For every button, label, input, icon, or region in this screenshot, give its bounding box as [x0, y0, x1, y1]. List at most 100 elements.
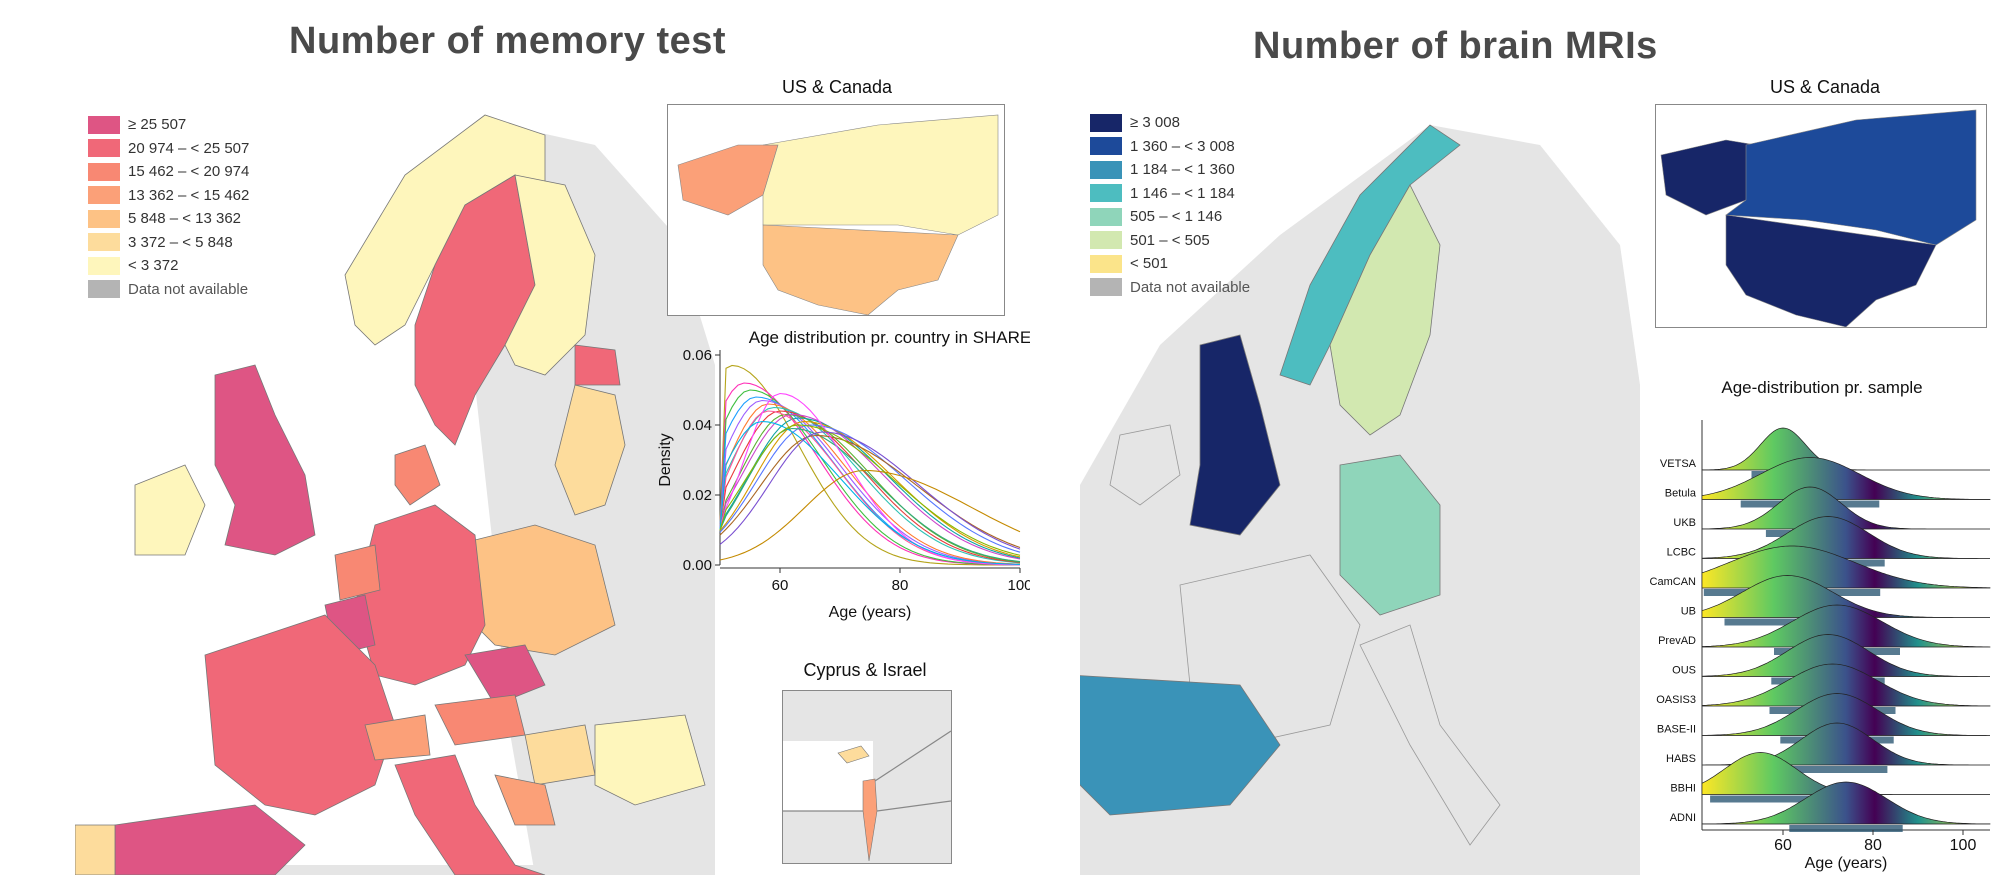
x-tick-label: 60: [772, 577, 789, 594]
region-italy: [394, 754, 546, 875]
ridge-jitter-points: [1710, 795, 1811, 803]
density-series-line: [719, 424, 1021, 553]
region-netherlands: [334, 544, 381, 601]
mri-inset-us-canada: [1655, 104, 1987, 328]
density-series-line: [719, 413, 1021, 560]
density-series-line: [719, 364, 1020, 566]
ridge-x-tick-label: 80: [1864, 837, 1882, 854]
ridge-category-label: OASIS3: [1656, 694, 1696, 706]
memory-europe-map: [75, 114, 715, 875]
memory-legend-swatch: [88, 256, 120, 275]
ridge-density-area: [1701, 604, 1991, 648]
mri-legend-label: 1 146 – < 1 184: [1130, 184, 1235, 202]
inset-canada: [762, 114, 999, 236]
mri-legend-label: Data not available: [1130, 278, 1251, 296]
mri-legend-swatch: [1090, 231, 1122, 250]
region-czechia: [464, 644, 546, 706]
memory-legend-swatch: [88, 162, 120, 181]
memory-legend-item: Data not available: [88, 278, 249, 302]
inset-usa: [762, 224, 959, 315]
inset-borders: [783, 730, 951, 812]
density-series-line: [719, 434, 1021, 549]
region-croatia: [494, 774, 556, 826]
ridge-chart-title: Age-distribution pr. sample: [1721, 378, 1922, 397]
memory-legend-label: Data not available: [128, 280, 249, 298]
mri-legend-item: Data not available: [1090, 276, 1250, 300]
memory-legend: ≥ 25 507 20 974 – < 25 507 15 462 – < 20 9…: [88, 113, 249, 301]
region-finland: [504, 174, 596, 376]
mri-legend-item: 1 360 – < 3 008: [1090, 135, 1250, 159]
mri-legend: ≥ 3 008 1 360 – < 3 008 1 184 – < 1 360 1 1…: [1090, 111, 1250, 299]
ridge-category-label: HABS: [1666, 753, 1696, 765]
density-series-line: [719, 431, 1021, 550]
ridge-category-label: LCBC: [1667, 547, 1696, 559]
cyprus-israel-inset: [782, 690, 952, 864]
y-tick-label: 0.04: [683, 417, 712, 434]
memory-legend-swatch: [88, 233, 120, 252]
region-spain: [114, 804, 306, 875]
memory-legend-swatch: [88, 280, 120, 299]
mri-region-ireland: [1109, 424, 1181, 506]
region-switzerland: [364, 714, 431, 761]
y-tick-label: 0.06: [683, 347, 712, 364]
memory-legend-swatch: [88, 115, 120, 134]
mri-legend-swatch: [1090, 137, 1122, 156]
cyprus-israel-title: Cyprus & Israel: [803, 660, 927, 680]
density-series-line: [719, 417, 1021, 559]
mri-region-italy: [1359, 624, 1501, 846]
density-series-line: [719, 424, 1021, 556]
mri-legend-item: ≥ 3 008: [1090, 111, 1250, 135]
ridge-density-area: [1701, 575, 1990, 618]
ridge-density-area: [1701, 693, 1990, 736]
mri-legend-label: 1 360 – < 3 008: [1130, 137, 1235, 155]
mri-legend-item: 505 – < 1 146: [1090, 205, 1250, 229]
ridge-density-area: [1701, 457, 1991, 500]
ridge-category-label: ADNI: [1670, 812, 1696, 824]
ridge-category-label: BASE-II: [1657, 724, 1696, 736]
ridge-category-label: VETSA: [1660, 458, 1697, 470]
mri-legend-swatch: [1090, 207, 1122, 226]
mri-region-sweden: [1329, 184, 1441, 436]
memory-legend-swatch: [88, 209, 120, 228]
density-series-line: [719, 406, 1021, 564]
brain-mri-title: Number of brain MRIs: [1253, 25, 1658, 67]
density-series-line: [719, 469, 1021, 561]
region-uk: [214, 364, 316, 556]
ridge-category-label: CamCAN: [1650, 576, 1696, 588]
density-series-line: [719, 420, 1021, 565]
density-series-line: [719, 389, 1020, 566]
ridge-x-tick-label: 60: [1774, 837, 1792, 854]
y-axis-label: Density: [657, 433, 674, 486]
region-hungary: [524, 724, 596, 786]
mri-legend-swatch: [1090, 254, 1122, 273]
memory-legend-label: 5 848 – < 13 362: [128, 210, 242, 228]
memory-legend-swatch: [88, 186, 120, 205]
memory-inset-us-canada-title: US & Canada: [781, 77, 893, 97]
memory-inset-us-canada: [667, 104, 1005, 316]
inset-israel: [862, 778, 878, 862]
region-baltics: [554, 384, 626, 516]
density-series-line: [719, 399, 1021, 565]
density-series-line: [719, 403, 1021, 565]
density-series-line: [719, 392, 1021, 566]
mri-legend-label: ≥ 3 008: [1130, 114, 1180, 132]
mri-inset-usa: [1725, 214, 1937, 327]
memory-legend-item: ≥ 25 507: [88, 113, 249, 137]
region-germany: [354, 504, 486, 686]
ridge-category-label: UKB: [1673, 517, 1696, 529]
mri-region-germany: [1339, 454, 1441, 616]
memory-legend-label: 15 462 – < 20 974: [128, 163, 250, 181]
ridge-jitter-points: [1724, 618, 1851, 626]
ridge-category-label: Betula: [1665, 488, 1697, 500]
region-romania: [594, 714, 706, 806]
mri-legend-item: 1 146 – < 1 184: [1090, 182, 1250, 206]
ridge-x-tick-label: 100: [1950, 837, 1977, 854]
mri-legend-label: 505 – < 1 146: [1130, 208, 1223, 226]
memory-legend-item: 20 974 – < 25 507: [88, 137, 249, 161]
mri-legend-item: < 501: [1090, 252, 1250, 276]
y-tick-label: 0.02: [683, 487, 712, 504]
mri-legend-label: < 501: [1130, 255, 1168, 273]
memory-legend-label: < 3 372: [128, 257, 179, 275]
mri-legend-item: 1 184 – < 1 360: [1090, 158, 1250, 182]
region-ireland: [134, 464, 206, 556]
